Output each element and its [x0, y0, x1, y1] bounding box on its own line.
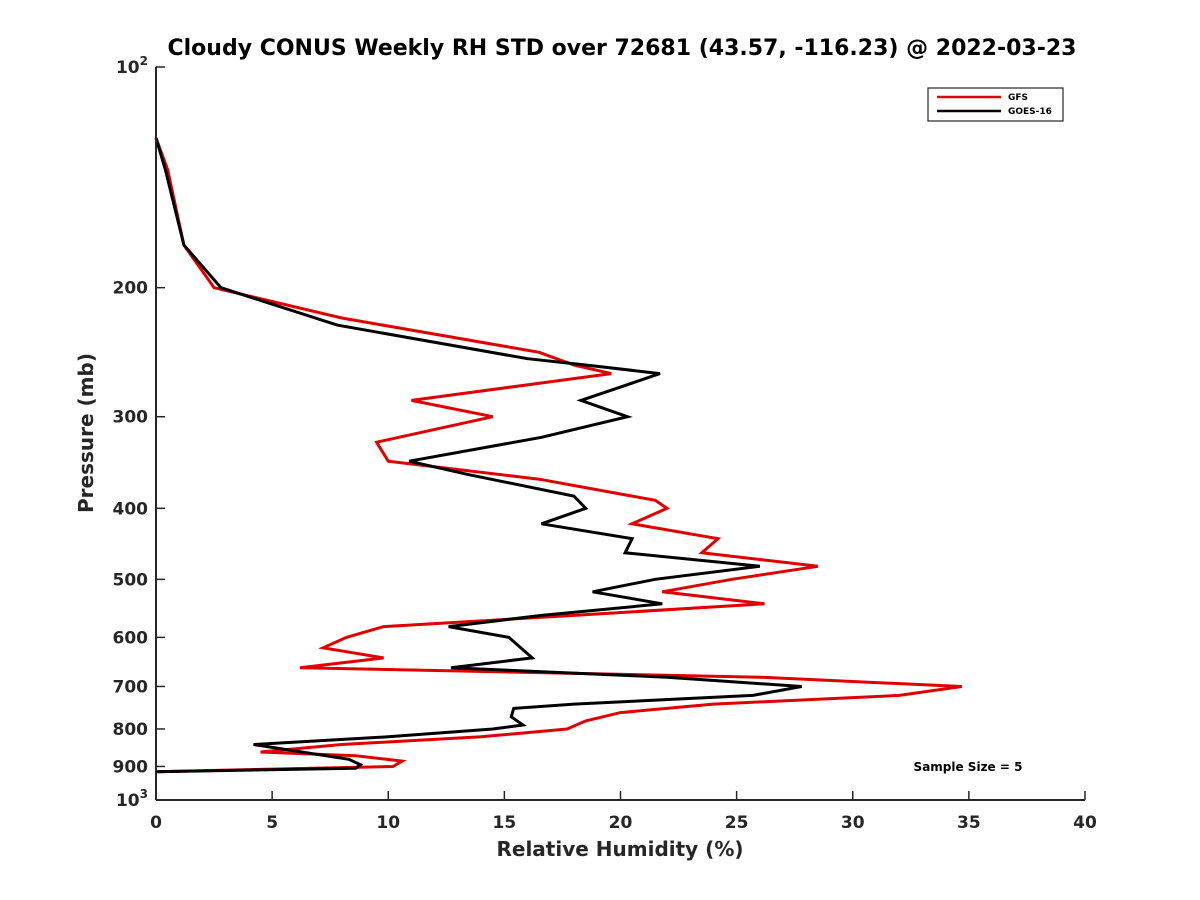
sample-size-annotation: Sample Size = 5 — [914, 760, 1023, 774]
x-tick-label: 5 — [266, 813, 278, 833]
x-tick-label: 30 — [841, 813, 865, 833]
series-line-goes-16 — [154, 137, 802, 774]
y-tick-label: 600 — [113, 628, 149, 648]
y-tick-label: 800 — [113, 720, 149, 740]
y-tick-label: 103 — [116, 787, 148, 811]
y-tick-label: 900 — [113, 757, 149, 777]
x-tick-label: 15 — [493, 813, 517, 833]
ticks-layer: 0 5 10 15 20 25 30 35 40 102 200 300 400 500 600 700 800… — [113, 54, 1097, 833]
x-axis-label: Relative Humidity (%) — [496, 837, 743, 861]
y-tick-label: 400 — [113, 499, 149, 519]
y-tick-label: 500 — [113, 570, 149, 590]
x-tick-label: 20 — [609, 813, 633, 833]
y-tick-label: 300 — [113, 408, 149, 428]
x-tick-label: 0 — [150, 813, 162, 833]
series-line-gfs — [154, 137, 963, 774]
series-layer — [154, 137, 963, 774]
legend-box — [927, 87, 1064, 122]
legend-label-goes16: GOES-16 — [1008, 107, 1052, 117]
y-tick-label: 102 — [116, 54, 148, 78]
x-tick-label: 40 — [1073, 813, 1097, 833]
x-tick-label: 35 — [957, 813, 981, 833]
legend-label-gfs: GFS — [1008, 93, 1028, 103]
chart-title: Cloudy CONUS Weekly RH STD over 72681 (4… — [168, 36, 1077, 61]
x-tick-label: 10 — [376, 813, 400, 833]
y-tick-label: 700 — [113, 677, 149, 697]
x-tick-label: 25 — [725, 813, 749, 833]
legend: GFS GOES-16 — [927, 87, 1064, 122]
y-axis-label: Pressure (mb) — [74, 353, 98, 513]
y-tick-label: 200 — [113, 279, 149, 299]
